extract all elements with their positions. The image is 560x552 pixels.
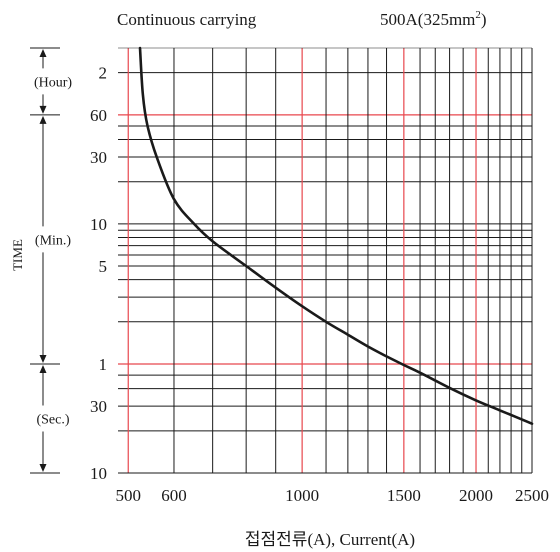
x-tick-labels: 500 600 1000 1500 2000 2500 — [115, 486, 549, 505]
chart-grid — [118, 47, 533, 474]
y-axis-label: TIME — [10, 239, 25, 271]
rating-close: ) — [481, 10, 487, 29]
curve-layer — [138, 46, 534, 425]
chart-title: Continuous carrying — [117, 10, 257, 29]
unit-label: (Sec.) — [36, 412, 69, 427]
series-line — [138, 46, 534, 425]
rating-superscript: 2 — [475, 9, 481, 21]
y-tick-label: 10 — [90, 215, 107, 234]
up-arrow-icon — [39, 49, 47, 57]
y-tick-label: 30 — [90, 397, 107, 416]
x-tick-label: 500 — [115, 486, 141, 505]
x-tick-label: 2500 — [515, 486, 549, 505]
chart-rating: 500A(325mm2) — [380, 9, 487, 29]
y-tick-label: 10 — [90, 464, 107, 483]
time-unit-axis: (Hour) (Min.) (Sec.) — [30, 47, 72, 474]
y-tick-label: 1 — [99, 355, 108, 374]
down-arrow-icon — [39, 464, 47, 472]
x-axis-label: 접점전류(A), Current(A) — [245, 530, 415, 549]
y-tick-label: 30 — [90, 148, 107, 167]
down-arrow-icon — [39, 105, 47, 114]
y-tick-label: 5 — [99, 257, 108, 276]
x-tick-label: 600 — [161, 486, 187, 505]
unit-label: (Hour) — [34, 75, 72, 90]
x-tick-label: 2000 — [459, 486, 493, 505]
x-tick-label: 1000 — [285, 486, 319, 505]
up-arrow-icon — [39, 115, 47, 124]
y-tick-label: 2 — [99, 64, 108, 83]
x-tick-label: 1500 — [387, 486, 421, 505]
y-tick-labels: 2 60 30 10 5 1 30 10 — [90, 64, 107, 483]
unit-label: (Min.) — [35, 233, 72, 248]
y-tick-label: 60 — [90, 106, 107, 125]
up-arrow-icon — [39, 364, 47, 373]
down-arrow-icon — [39, 354, 47, 363]
